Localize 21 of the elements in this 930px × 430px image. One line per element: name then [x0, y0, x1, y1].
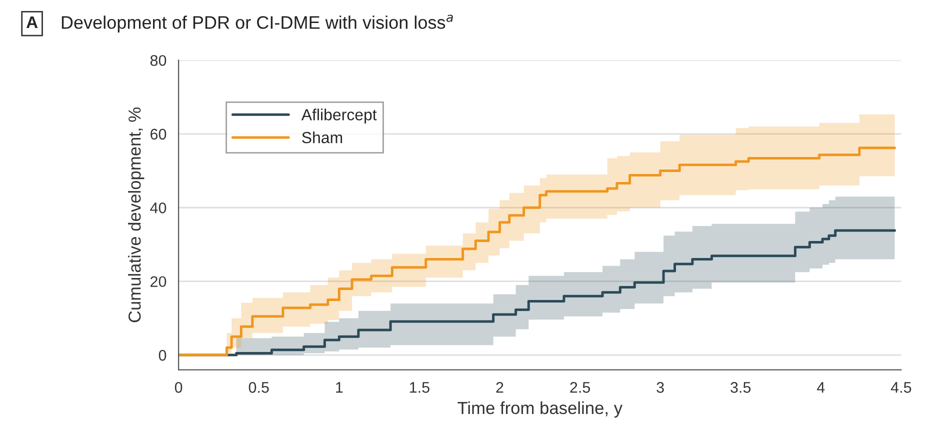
y-tick-label: 20 [150, 276, 166, 288]
chart-title: Development of PDR or CI-DME with vision loss$^{a}$ [62, 14, 453, 32]
y-axis-title: Cumulative development, % [128, 108, 144, 322]
x-tick-label: 2.5 [570, 382, 590, 393]
legend-label: Aflibercept [301, 108, 377, 124]
x-tick-label: 0.5 [248, 382, 269, 393]
y-tick-label: 80 [150, 55, 166, 66]
x-tick-label: 0 [174, 382, 182, 393]
y-tick-label: 0 [158, 350, 166, 361]
y-tick-label: 40 [150, 202, 166, 214]
x-tick-label: 4 [816, 382, 825, 393]
legend-label: Sham [302, 132, 342, 144]
text: A [26, 16, 38, 28]
x-tick-label: 4.5 [890, 382, 912, 393]
x-tick-label: 1.5 [410, 382, 430, 393]
x-tick-label: 1 [336, 382, 343, 393]
y-tick-label: 60 [150, 128, 166, 140]
x-tick-label: 3.5 [730, 382, 751, 393]
x-axis-title: Time from baseline, y [458, 401, 622, 418]
x-tick-label: 3 [656, 382, 664, 393]
x-tick-label: 2 [496, 382, 504, 393]
